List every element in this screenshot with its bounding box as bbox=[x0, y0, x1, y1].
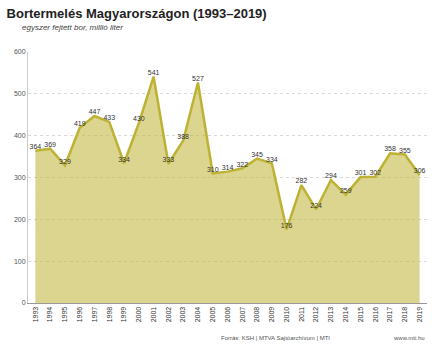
svg-text:430: 430 bbox=[133, 115, 145, 122]
svg-text:1999: 1999 bbox=[120, 307, 127, 323]
svg-text:2010: 2010 bbox=[283, 307, 290, 323]
svg-text:1997: 1997 bbox=[91, 307, 98, 323]
svg-text:2017: 2017 bbox=[386, 307, 393, 323]
svg-text:541: 541 bbox=[148, 69, 160, 76]
svg-text:419: 419 bbox=[74, 120, 86, 127]
svg-text:224: 224 bbox=[310, 202, 322, 209]
svg-text:1994: 1994 bbox=[46, 307, 53, 323]
svg-text:2014: 2014 bbox=[342, 307, 349, 323]
svg-text:2012: 2012 bbox=[312, 307, 319, 323]
svg-text:388: 388 bbox=[177, 133, 189, 140]
svg-text:2003: 2003 bbox=[179, 307, 186, 323]
svg-text:345: 345 bbox=[251, 151, 263, 158]
svg-text:433: 433 bbox=[103, 114, 115, 121]
svg-text:2015: 2015 bbox=[357, 307, 364, 323]
svg-text:369: 369 bbox=[44, 141, 56, 148]
svg-text:364: 364 bbox=[30, 143, 42, 150]
svg-text:2016: 2016 bbox=[372, 307, 379, 323]
svg-text:2008: 2008 bbox=[253, 307, 260, 323]
svg-text:500: 500 bbox=[14, 90, 26, 97]
svg-text:294: 294 bbox=[325, 172, 337, 179]
svg-text:600: 600 bbox=[14, 48, 26, 55]
svg-text:2005: 2005 bbox=[209, 307, 216, 323]
svg-text:310: 310 bbox=[207, 166, 219, 173]
svg-text:1993: 1993 bbox=[32, 307, 39, 323]
svg-text:100: 100 bbox=[14, 258, 26, 265]
svg-text:259: 259 bbox=[340, 187, 352, 194]
svg-text:300: 300 bbox=[14, 174, 26, 181]
svg-text:2001: 2001 bbox=[150, 307, 157, 323]
svg-text:2004: 2004 bbox=[194, 307, 201, 323]
svg-text:355: 355 bbox=[399, 147, 411, 154]
svg-text:0: 0 bbox=[22, 299, 26, 306]
svg-text:2006: 2006 bbox=[224, 307, 231, 323]
svg-text:1998: 1998 bbox=[106, 307, 113, 323]
svg-text:Bortermelés Magyarországon (19: Bortermelés Magyarországon (1993–2019) bbox=[7, 6, 267, 21]
svg-text:400: 400 bbox=[14, 132, 26, 139]
svg-text:306: 306 bbox=[414, 167, 426, 174]
svg-text:Forrás: KSH | MTVA Sajtóarchív: Forrás: KSH | MTVA Sajtóarchívum | MTI bbox=[221, 335, 330, 341]
svg-text:334: 334 bbox=[118, 156, 130, 163]
svg-text:527: 527 bbox=[192, 75, 204, 82]
svg-text:282: 282 bbox=[296, 177, 308, 184]
svg-text:2007: 2007 bbox=[239, 307, 246, 323]
svg-text:2013: 2013 bbox=[327, 307, 334, 323]
svg-text:2009: 2009 bbox=[268, 307, 275, 323]
svg-text:334: 334 bbox=[266, 156, 278, 163]
svg-text:176: 176 bbox=[281, 222, 293, 229]
svg-text:2000: 2000 bbox=[135, 307, 142, 323]
svg-text:302: 302 bbox=[369, 169, 381, 176]
svg-text:2011: 2011 bbox=[298, 307, 305, 322]
svg-text:447: 447 bbox=[89, 108, 101, 115]
svg-text:301: 301 bbox=[355, 169, 367, 176]
svg-text:2018: 2018 bbox=[401, 307, 408, 323]
svg-text:200: 200 bbox=[14, 216, 26, 223]
svg-text:1996: 1996 bbox=[76, 307, 83, 323]
svg-text:1995: 1995 bbox=[61, 307, 68, 323]
svg-text:322: 322 bbox=[236, 161, 248, 168]
svg-text:314: 314 bbox=[222, 164, 234, 171]
svg-text:329: 329 bbox=[59, 158, 71, 165]
svg-text:2019: 2019 bbox=[416, 307, 423, 323]
svg-text:358: 358 bbox=[384, 145, 396, 152]
svg-text:www.mti.hu: www.mti.hu bbox=[393, 335, 425, 341]
svg-text:egyszer fejtett bor, millió li: egyszer fejtett bor, millió liter bbox=[22, 23, 123, 32]
svg-text:333: 333 bbox=[163, 156, 175, 163]
svg-text:2002: 2002 bbox=[165, 307, 172, 323]
